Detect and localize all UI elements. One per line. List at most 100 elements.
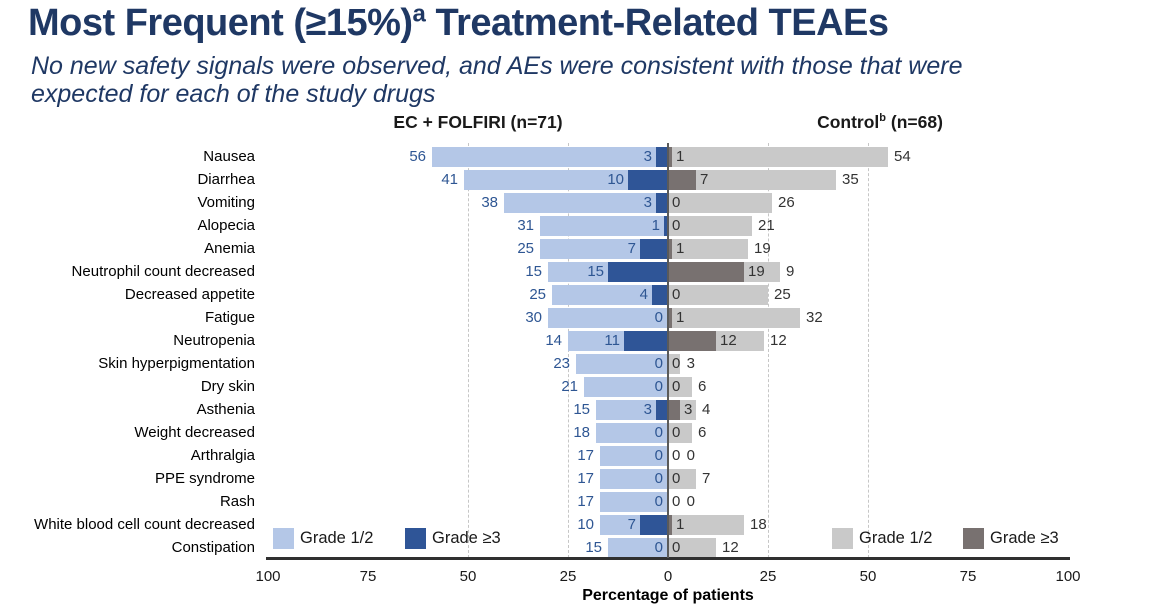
zero-axis-line	[667, 143, 669, 558]
bar-left-grade3plus	[640, 239, 668, 259]
value-left-grade3plus: 3	[643, 194, 652, 211]
value-right-grade3plus: 1	[676, 516, 685, 533]
bar-right-grade3plus	[668, 308, 672, 328]
value-right-grade12: 3	[686, 355, 695, 372]
value-left-grade3plus: 4	[639, 286, 648, 303]
value-left-grade12: 15	[525, 263, 542, 280]
bar-right-grade12	[716, 331, 764, 351]
value-left-grade12: 15	[585, 539, 602, 556]
value-left-grade3plus: 3	[643, 148, 652, 165]
bar-left-grade3plus	[624, 331, 668, 351]
value-left-grade12: 41	[441, 171, 458, 188]
value-right-grade3plus: 0	[672, 493, 681, 510]
bar-right-grade12	[680, 400, 696, 420]
bar-left-grade3plus	[656, 400, 668, 420]
bar-right-grade12	[668, 216, 752, 236]
bar-right-grade12	[672, 147, 888, 167]
left-group-header: EC + FOLFIRI (n=71)	[393, 112, 563, 132]
value-left-grade3plus: 0	[654, 447, 663, 464]
value-right-grade3plus: 12	[720, 332, 737, 349]
legend-label-left-grade3plus: Grade ≥3	[432, 529, 501, 547]
legend-swatch-left-grade12	[273, 528, 294, 549]
bar-left-grade12	[504, 193, 656, 213]
bar-right-grade12	[668, 354, 680, 374]
bar-right-grade12	[672, 239, 748, 259]
bar-left-grade12	[568, 331, 624, 351]
bar-right-grade12	[744, 262, 780, 282]
page-subtitle: No new safety signals were observed, and…	[31, 52, 963, 108]
category-label: Neutropenia	[173, 332, 255, 349]
value-right-grade3plus: 0	[672, 424, 681, 441]
value-right-grade3plus: 0	[672, 447, 681, 464]
value-right-grade3plus: 0	[672, 217, 681, 234]
value-left-grade12: 30	[525, 309, 542, 326]
page-title-footnote-marker: a	[412, 0, 426, 28]
category-label: Arthralgia	[190, 447, 255, 464]
x-axis-tick-8: 100	[1055, 568, 1081, 585]
x-axis-tick-0: 100	[255, 568, 281, 585]
value-left-grade3plus: 3	[643, 401, 652, 418]
value-right-grade3plus: 0	[672, 194, 681, 211]
value-left-grade3plus: 0	[654, 378, 663, 395]
bar-left-grade3plus	[628, 170, 668, 190]
value-right-grade3plus: 0	[672, 378, 681, 395]
legend-swatch-right-grade3plus	[963, 528, 984, 549]
bar-left-grade12	[608, 538, 668, 558]
x-axis-tick-1: 75	[359, 568, 377, 585]
page-title: Most Frequent (≥15%)a Treatment-Related …	[28, 2, 889, 45]
bar-right-grade3plus	[668, 515, 672, 535]
value-right-grade3plus: 1	[676, 148, 685, 165]
legend-label-right-grade12: Grade 1/2	[859, 529, 933, 547]
bar-right-grade12	[668, 285, 768, 305]
value-right-grade3plus: 3	[684, 401, 693, 418]
bar-right-grade12	[668, 423, 692, 443]
bar-left-grade12	[464, 170, 628, 190]
page-title-suffix: Treatment-Related TEAEs	[425, 2, 889, 44]
x-axis-tick-4: 0	[663, 568, 673, 585]
x-axis-tick-3: 25	[559, 568, 577, 585]
bar-right-grade12	[696, 170, 836, 190]
bar-left-grade3plus	[656, 193, 668, 213]
category-label: Rash	[219, 493, 255, 510]
category-label: Diarrhea	[197, 171, 255, 188]
x-axis-line	[266, 557, 1070, 560]
bar-left-grade12	[432, 147, 656, 167]
value-left-grade12: 21	[561, 378, 578, 395]
bar-left-grade12	[600, 469, 668, 489]
value-right-grade12: 19	[754, 240, 771, 257]
category-label: Skin hyperpigmentation	[98, 355, 255, 372]
value-left-grade12: 25	[529, 286, 546, 303]
x-axis-tick-6: 50	[859, 568, 877, 585]
gridline-left-50	[468, 143, 469, 558]
value-right-grade3plus: 1	[676, 240, 685, 257]
value-left-grade12: 14	[545, 332, 562, 349]
x-axis-tick-2: 50	[459, 568, 477, 585]
bar-right-grade12	[668, 193, 772, 213]
value-right-grade12: 6	[698, 424, 707, 441]
value-left-grade12: 17	[577, 447, 594, 464]
value-right-grade12: 25	[774, 286, 791, 303]
value-left-grade3plus: 11	[604, 332, 620, 349]
value-left-grade12: 56	[409, 148, 426, 165]
bar-left-grade3plus	[664, 216, 668, 236]
value-right-grade3plus: 0	[672, 470, 681, 487]
value-right-grade12: 12	[770, 332, 787, 349]
bar-left-grade12	[576, 354, 668, 374]
category-label: Neutrophil count decreased	[71, 263, 255, 280]
bar-right-grade12	[672, 515, 744, 535]
bar-right-grade12	[668, 469, 696, 489]
bar-right-grade3plus	[668, 331, 716, 351]
value-right-grade3plus: 0	[672, 355, 681, 372]
x-axis-title: Percentage of patients	[582, 587, 754, 604]
value-right-grade12: 9	[786, 263, 795, 280]
value-right-grade12: 32	[806, 309, 823, 326]
value-right-grade12: 0	[686, 493, 695, 510]
bar-right-grade3plus	[668, 239, 672, 259]
bar-left-grade12	[548, 262, 608, 282]
bar-left-grade12	[600, 492, 668, 512]
value-right-grade3plus: 1	[676, 309, 685, 326]
value-right-grade12: 35	[842, 171, 859, 188]
category-label: Asthenia	[196, 401, 255, 418]
bar-left-grade12	[596, 400, 656, 420]
